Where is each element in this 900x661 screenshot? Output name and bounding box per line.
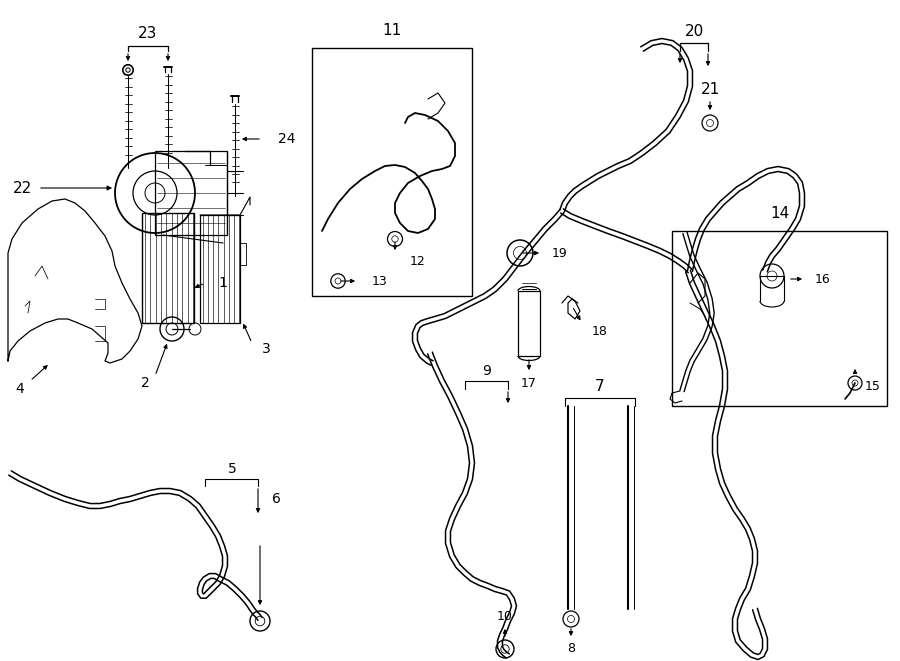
Bar xyxy=(142,213,194,323)
Text: 24: 24 xyxy=(278,132,295,146)
Text: 5: 5 xyxy=(228,462,237,476)
Text: 3: 3 xyxy=(262,342,271,356)
Bar xyxy=(312,48,472,296)
Text: 2: 2 xyxy=(140,376,149,390)
Text: 6: 6 xyxy=(272,492,281,506)
Bar xyxy=(672,231,887,406)
Text: 9: 9 xyxy=(482,364,491,378)
Text: 21: 21 xyxy=(700,81,720,97)
Text: 19: 19 xyxy=(552,247,568,260)
Text: 14: 14 xyxy=(770,206,789,221)
Bar xyxy=(518,291,540,356)
Text: 17: 17 xyxy=(521,377,537,389)
Text: 15: 15 xyxy=(865,379,881,393)
Bar xyxy=(200,215,240,323)
Text: 13: 13 xyxy=(372,274,388,288)
Text: 1: 1 xyxy=(218,276,227,290)
Text: 11: 11 xyxy=(382,22,401,38)
Text: 8: 8 xyxy=(567,642,575,656)
Text: 12: 12 xyxy=(410,254,426,268)
Text: 7: 7 xyxy=(595,379,605,393)
Text: 10: 10 xyxy=(497,609,513,623)
Text: 23: 23 xyxy=(139,26,158,40)
Text: 22: 22 xyxy=(13,180,32,196)
Bar xyxy=(155,151,227,235)
Text: 18: 18 xyxy=(592,325,608,338)
Text: 16: 16 xyxy=(815,272,831,286)
Text: 20: 20 xyxy=(684,24,704,38)
Text: 4: 4 xyxy=(15,382,24,396)
